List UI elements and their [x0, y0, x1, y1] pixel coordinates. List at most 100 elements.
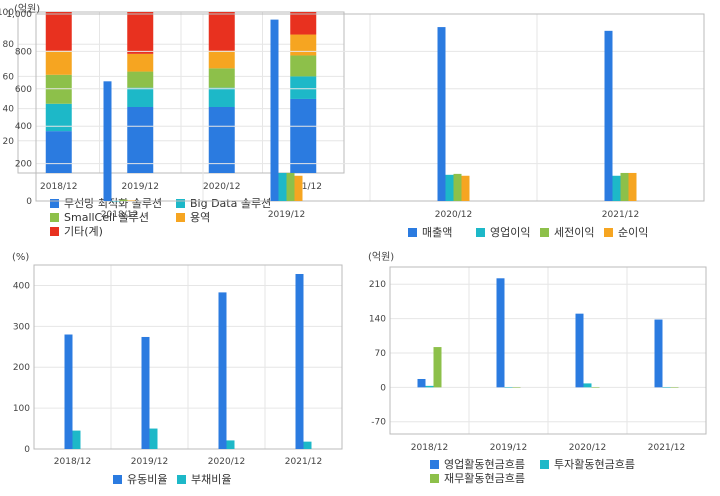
legend-swatch	[50, 199, 59, 208]
legend-label: 유동비율	[127, 473, 167, 486]
x-tick-label: 2018/12	[411, 443, 448, 453]
legend-swatch	[476, 228, 485, 237]
bar	[149, 428, 158, 449]
bar	[294, 175, 303, 201]
legend-label: 용역	[190, 211, 210, 224]
legend-label: 매출액	[422, 226, 452, 239]
bar	[45, 131, 72, 173]
bar	[208, 12, 235, 51]
legend-label: 영업이익	[490, 226, 530, 239]
legend-swatch	[540, 228, 549, 237]
x-tick-label: 2020/12	[203, 182, 240, 192]
chart-income: (억원) 0 200 400 600 800 1,000 2018/12 2019/12 2020…	[6, 0, 720, 248]
bar	[453, 173, 462, 201]
x-tick-label: 2018/12	[54, 457, 91, 467]
bar	[512, 387, 521, 388]
legend-swatch	[177, 475, 186, 484]
x-tick-label: 2019/12	[490, 443, 527, 453]
bar	[127, 53, 154, 72]
bar	[127, 71, 154, 88]
bar	[583, 383, 592, 388]
bar	[496, 278, 505, 388]
plot-border	[389, 266, 707, 435]
x-tick-label: 2020/12	[435, 210, 472, 220]
bar	[127, 106, 154, 173]
bar	[127, 87, 154, 107]
y-tick-label: 400	[13, 281, 30, 291]
legend-label: 부채비율	[191, 473, 231, 486]
chart-cashflow: (억원) -70 0 70 140 210 2018/12 2019/12 2020/12 202…	[360, 248, 720, 496]
unit-label: (억원)	[368, 251, 394, 263]
bar	[604, 30, 613, 201]
bar	[591, 387, 600, 388]
legend-swatch	[113, 475, 122, 484]
legend-swatch	[430, 460, 439, 469]
legend-swatch	[50, 227, 59, 236]
bar	[290, 34, 317, 56]
bar	[290, 12, 317, 35]
x-tick-label: 2018/12	[101, 210, 138, 220]
x-tick-label: 2019/12	[122, 182, 159, 192]
bar	[290, 98, 317, 173]
chart-revenue-mix: 20 40 60 80 100 2018/12 2019/12 2020/12 2021/12 무…	[0, 0, 360, 248]
bar	[208, 106, 235, 173]
y-tick-label: 60	[3, 72, 15, 82]
y-tick-label: 800	[15, 47, 32, 57]
bar	[127, 200, 136, 201]
y-tick-label: 40	[3, 105, 15, 115]
x-tick-label: 2018/12	[40, 182, 77, 192]
chart-ratios-svg: (%) 0 100 200 300 400 2018/12 2019/12 2020/12 202…	[12, 252, 343, 486]
legend-label: 무선망 최적화 솔루션	[64, 197, 162, 210]
unit-label: (억원)	[14, 3, 40, 15]
y-tick-label: 20	[3, 137, 15, 147]
plot-border	[35, 13, 705, 202]
bar	[208, 68, 235, 88]
x-tick-label: 2019/12	[268, 210, 305, 220]
bar	[433, 347, 442, 388]
x-tick-label: 2021/12	[648, 443, 685, 453]
bar	[111, 201, 120, 202]
bar	[208, 87, 235, 107]
legend-swatch	[604, 228, 613, 237]
legend-label: 투자활동현금흐름	[554, 457, 635, 471]
y-tick-label: -70	[371, 418, 386, 428]
y-tick-label: 600	[15, 85, 32, 95]
chart-ratios: (%) 0 100 200 300 400 2018/12 2019/12 2020/12 202…	[0, 248, 360, 496]
legend-label: 세전이익	[554, 226, 594, 239]
legend-label: Big Data 솔루션	[190, 197, 271, 210]
x-tick-label: 2021/12	[285, 182, 322, 192]
y-tick-label: 210	[369, 280, 386, 290]
bar	[72, 430, 81, 449]
x-tick-label: 2020/12	[208, 457, 245, 467]
x-tick-label: 2021/12	[602, 210, 639, 220]
bar	[127, 12, 154, 54]
bar	[417, 378, 426, 388]
legend-swatch	[430, 474, 439, 483]
bar	[278, 172, 287, 201]
y-tick-label: 300	[13, 322, 30, 332]
legend-label: 재무활동현금흐름	[444, 471, 525, 485]
bar	[620, 172, 629, 201]
y-tick-label: 200	[15, 160, 32, 170]
bar	[45, 12, 72, 51]
y-tick-label: 200	[13, 363, 30, 373]
y-tick-label: 100	[0, 8, 14, 18]
y-tick-label: 0	[24, 445, 30, 455]
legend-label: SmallCell 솔루션	[64, 211, 149, 224]
bar	[461, 175, 470, 201]
bar	[218, 292, 227, 449]
y-tick-label: 100	[13, 404, 30, 414]
legend-label: 기타(계)	[64, 225, 103, 238]
bar	[290, 55, 317, 77]
bar	[290, 76, 317, 99]
x-tick-label: 2020/12	[569, 443, 606, 453]
chart-cashflow-svg: (억원) -70 0 70 140 210 2018/12 2019/12 2020/12 202…	[368, 251, 707, 485]
chart-revenue-mix-svg: 20 40 60 80 100 2018/12 2019/12 2020/12 2021/12 무…	[0, 8, 345, 238]
bar	[141, 336, 150, 449]
bar	[45, 103, 72, 132]
bar	[670, 387, 679, 388]
bar	[286, 172, 295, 201]
bar	[437, 27, 446, 202]
legend-swatch	[50, 213, 59, 222]
